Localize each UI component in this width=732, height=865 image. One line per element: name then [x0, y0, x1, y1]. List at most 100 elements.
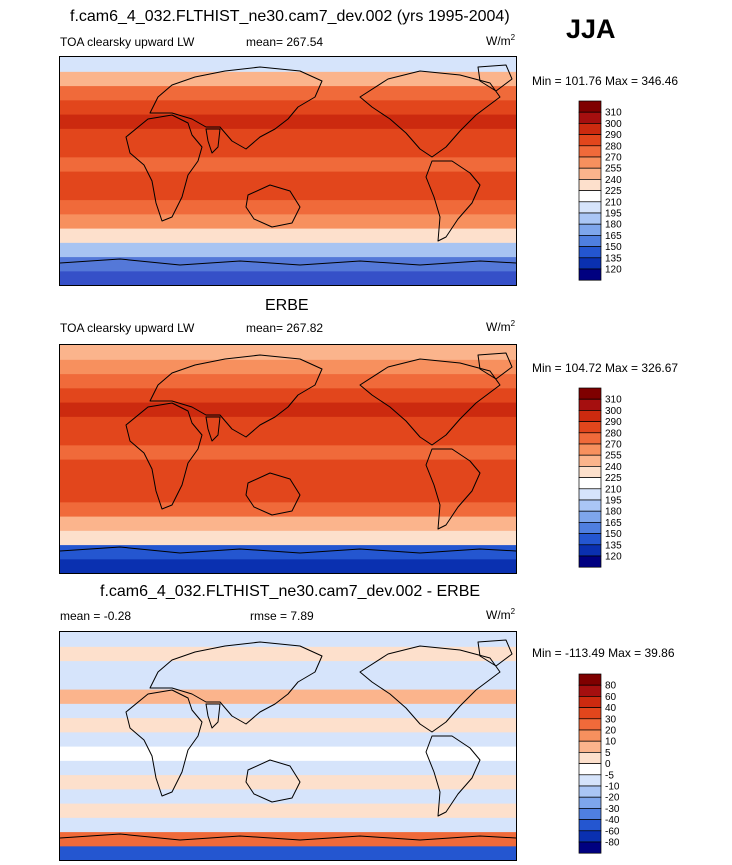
colorbar-level-label: 280 — [605, 428, 622, 439]
colorbar-level-label: 40 — [605, 703, 617, 714]
colorbar-level-label: 195 — [605, 496, 622, 507]
colorbar-swatch — [578, 387, 602, 400]
colorbar-swatch — [578, 488, 602, 501]
colorbar-swatch — [578, 499, 602, 512]
colorbar-swatch — [578, 510, 602, 523]
colorbar-level-label: 300 — [605, 119, 622, 130]
colorbar-level-label: 210 — [605, 197, 622, 208]
colorbar-swatch — [578, 466, 602, 478]
colorbar-level-label: 165 — [605, 518, 622, 529]
panel-1-minmax: Min = 101.76 Max = 346.46 — [532, 74, 679, 88]
colorbar-level-label: 30 — [605, 714, 617, 725]
colorbar-level-label: 60 — [605, 692, 617, 703]
panel-1-mean: mean= 267.54 — [246, 35, 323, 49]
colorbar-swatch — [578, 533, 602, 546]
colorbar-level-label: 0 — [605, 759, 611, 770]
colorbar-swatch — [578, 740, 602, 753]
colorbar-swatch — [578, 201, 602, 214]
colorbar-level-label: -40 — [605, 815, 620, 826]
colorbar-swatch — [578, 830, 602, 843]
colorbar-swatch — [578, 522, 602, 534]
colorbar-level-label: 120 — [605, 265, 622, 276]
colorbar-swatch — [578, 477, 602, 490]
colorbar-level-label: 165 — [605, 231, 622, 242]
colorbar-swatch — [578, 246, 602, 259]
panel-3-map-svg — [60, 632, 516, 860]
panel-1-map-svg — [60, 57, 516, 285]
colorbar-swatch — [578, 100, 602, 113]
panel-2-mean-value: 267.82 — [286, 321, 324, 335]
colorbar-swatch — [578, 819, 602, 832]
colorbar-level-label: 80 — [605, 681, 617, 692]
panel-1-variable-label: TOA clearsky upward LW — [60, 35, 195, 49]
panel-2-map — [59, 344, 517, 574]
panel-3-rmse-value: 7.89 — [290, 609, 314, 623]
panel-1-colorbar-svg: 3103002902802702552402252101951801651501… — [578, 100, 622, 281]
colorbar-swatch — [578, 257, 602, 270]
colorbar-level-label: 270 — [605, 153, 622, 164]
colorbar-swatch — [578, 398, 602, 411]
panel-1-mean-value: 267.54 — [286, 35, 324, 49]
colorbar-level-label: 280 — [605, 141, 622, 152]
colorbar-swatch — [578, 718, 602, 731]
colorbar-swatch — [578, 555, 602, 568]
colorbar-swatch — [578, 432, 602, 445]
panel-1-title: f.cam6_4_032.FLTHIST_ne30.cam7_dev.002 (… — [70, 8, 510, 25]
colorbar-level-label: -30 — [605, 804, 620, 815]
colorbar-swatch — [578, 808, 602, 820]
panel-1-mean-label: mean= — [246, 35, 284, 49]
panel-1-colorbar: 310 300 290 280 270 255 240 225 210 195 180 165 150 1… — [577, 100, 657, 287]
colorbar-swatch — [578, 190, 602, 203]
colorbar-swatch — [578, 145, 602, 158]
colorbar-level-label: -80 — [605, 838, 620, 849]
panel-1-map — [59, 56, 517, 286]
colorbar-swatch — [578, 156, 602, 169]
colorbar-swatch — [578, 167, 602, 180]
panel-3-minmax: Min = -113.49 Max = 39.86 — [532, 646, 675, 660]
colorbar-level-label: 310 — [605, 395, 622, 406]
colorbar-level-label: 310 — [605, 108, 622, 119]
colorbar-swatch — [578, 235, 602, 247]
panel-2-minmax: Min = 104.72 Max = 326.67 — [532, 361, 679, 375]
colorbar-swatch — [578, 134, 602, 147]
panel-2-colorbar: 310 300 290 280 270 255 240 225 210 195 180 165 150 1… — [577, 387, 657, 574]
colorbar-swatch — [578, 729, 602, 742]
colorbar-swatch — [578, 696, 602, 708]
colorbar-level-label: 5 — [605, 748, 611, 759]
panel-3-colorbar: 80 60 40 30 20 10 5 0 -5 -10 -20 -30 -40 -60 -80 — [577, 673, 657, 860]
colorbar-swatch — [578, 268, 602, 281]
colorbar-level-label: 290 — [605, 417, 622, 428]
panel-2-units: W/m2 — [486, 319, 516, 334]
panel-2-colorbar-svg: 3103002902802702552402252101951801651501… — [578, 387, 622, 568]
panel-2-mean: mean= 267.82 — [246, 321, 323, 335]
panel-3-units: W/m2 — [486, 607, 516, 622]
panel-3-mean: mean = -0.28 — [60, 609, 132, 623]
colorbar-swatch — [578, 223, 602, 236]
panel-3-title: f.cam6_4_032.FLTHIST_ne30.cam7_dev.002 -… — [100, 583, 481, 600]
colorbar-swatch — [578, 684, 602, 697]
colorbar-swatch — [578, 410, 602, 422]
colorbar-level-label: 135 — [605, 540, 622, 551]
colorbar-level-label: 135 — [605, 253, 622, 264]
colorbar-swatch — [578, 123, 602, 135]
panel-3-map — [59, 631, 517, 861]
colorbar-level-label: 10 — [605, 737, 617, 748]
colorbar-level-label: 240 — [605, 175, 622, 186]
colorbar-level-label: 180 — [605, 507, 622, 518]
colorbar-swatch — [578, 544, 602, 557]
colorbar-swatch — [578, 841, 602, 854]
colorbar-swatch — [578, 707, 602, 720]
panel-2-variable-label: TOA clearsky upward LW — [60, 321, 195, 335]
season-label: JJA — [566, 14, 616, 44]
colorbar-swatch — [578, 673, 602, 686]
colorbar-level-label: 300 — [605, 406, 622, 417]
colorbar-level-label: 20 — [605, 726, 617, 737]
colorbar-swatch — [578, 774, 602, 787]
colorbar-swatch — [578, 212, 602, 225]
colorbar-swatch — [578, 454, 602, 467]
panel-2-title: ERBE — [265, 297, 309, 314]
colorbar-level-label: 120 — [605, 552, 622, 563]
colorbar-swatch — [578, 796, 602, 809]
colorbar-level-label: 240 — [605, 462, 622, 473]
